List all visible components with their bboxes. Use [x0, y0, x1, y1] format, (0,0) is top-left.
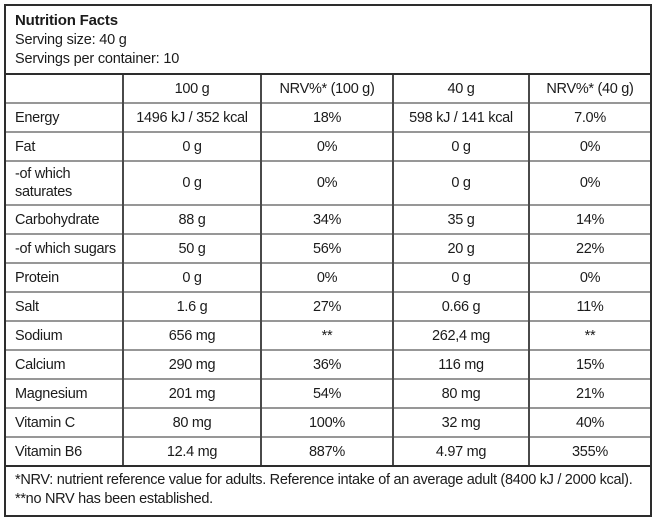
- table-row: Salt 1.6 g 27% 0.66 g 11%: [6, 291, 650, 321]
- nrv-40g: 355%: [528, 436, 650, 465]
- value-40g: 0.66 g: [392, 291, 529, 321]
- table-row: Sodium 656 mg ** 262,4 mg **: [6, 320, 650, 350]
- nrv-40g: 14%: [528, 204, 650, 234]
- value-40g: 20 g: [392, 233, 529, 263]
- nrv-100g: 0%: [260, 160, 393, 205]
- nrv-40g: 40%: [528, 407, 650, 437]
- nrv-100g: 56%: [260, 233, 393, 263]
- nutrient-name: Energy: [6, 102, 123, 132]
- table-row: Fat 0 g 0% 0 g 0%: [6, 131, 650, 161]
- nutrient-name: Vitamin B6: [6, 436, 123, 465]
- nutrient-name: Sodium: [6, 320, 123, 350]
- nutrient-name: Vitamin C: [6, 407, 123, 437]
- table-row: Vitamin B6 12.4 mg 887% 4.97 mg 355%: [6, 436, 650, 465]
- value-100g: 290 mg: [122, 349, 261, 379]
- table-row: Protein 0 g 0% 0 g 0%: [6, 262, 650, 292]
- nutrient-name: -of which saturates: [6, 160, 123, 205]
- value-100g: 0 g: [122, 262, 261, 292]
- column-header-row: 100 g NRV%* (100 g) 40 g NRV%* (40 g): [6, 75, 650, 103]
- value-40g: 262,4 mg: [392, 320, 529, 350]
- nutrient-name: Fat: [6, 131, 123, 161]
- nrv-100g: 36%: [260, 349, 393, 379]
- value-40g: 35 g: [392, 204, 529, 234]
- nrv-100g: 100%: [260, 407, 393, 437]
- value-40g: 0 g: [392, 262, 529, 292]
- value-40g: 4.97 mg: [392, 436, 529, 465]
- nrv-40g: **: [528, 320, 650, 350]
- nrv-100g: 27%: [260, 291, 393, 321]
- nrv-40g: 0%: [528, 131, 650, 161]
- nrv-100g: 0%: [260, 131, 393, 161]
- nrv-40g: 15%: [528, 349, 650, 379]
- value-100g: 1.6 g: [122, 291, 261, 321]
- value-40g: 32 mg: [392, 407, 529, 437]
- nutrient-name: Salt: [6, 291, 123, 321]
- nrv-40g: 0%: [528, 262, 650, 292]
- col-header-nrv-100g: NRV%* (100 g): [260, 75, 393, 103]
- value-40g: 0 g: [392, 160, 529, 205]
- nrv-100g: **: [260, 320, 393, 350]
- nutrition-table: 100 g NRV%* (100 g) 40 g NRV%* (40 g) En…: [6, 75, 650, 465]
- label-header: Nutrition Facts Serving size: 40 g Servi…: [6, 6, 650, 75]
- nutrient-name: Magnesium: [6, 378, 123, 408]
- value-40g: 0 g: [392, 131, 529, 161]
- nrv-40g: 0%: [528, 160, 650, 205]
- value-100g: 201 mg: [122, 378, 261, 408]
- servings-per-container-text: Servings per container: 10: [15, 51, 180, 67]
- table-row: Carbohydrate 88 g 34% 35 g 14%: [6, 204, 650, 234]
- col-header-nrv-40g: NRV%* (40 g): [528, 75, 650, 103]
- serving-size-text: Serving size: 40 g: [15, 32, 127, 48]
- nrv-100g: 34%: [260, 204, 393, 234]
- nrv-footnote: *NRV: nutrient reference value for adult…: [6, 465, 650, 515]
- value-100g: 80 mg: [122, 407, 261, 437]
- nrv-40g: 7.0%: [528, 102, 650, 132]
- label-title: Nutrition Facts: [15, 12, 118, 29]
- table-row: Vitamin C 80 mg 100% 32 mg 40%: [6, 407, 650, 437]
- value-40g: 80 mg: [392, 378, 529, 408]
- value-100g: 656 mg: [122, 320, 261, 350]
- value-100g: 88 g: [122, 204, 261, 234]
- table-row: -of which sugars 50 g 56% 20 g 22%: [6, 233, 650, 263]
- value-100g: 0 g: [122, 131, 261, 161]
- value-40g: 116 mg: [392, 349, 529, 379]
- nrv-40g: 11%: [528, 291, 650, 321]
- table-row: -of which saturates 0 g 0% 0 g 0%: [6, 160, 650, 205]
- nrv-100g: 18%: [260, 102, 393, 132]
- table-row: Calcium 290 mg 36% 116 mg 15%: [6, 349, 650, 379]
- nrv-40g: 22%: [528, 233, 650, 263]
- col-header-nutrient: [6, 75, 123, 103]
- value-100g: 1496 kJ / 352 kcal: [122, 102, 261, 132]
- table-row: Magnesium 201 mg 54% 80 mg 21%: [6, 378, 650, 408]
- nutrient-name: Protein: [6, 262, 123, 292]
- value-100g: 12.4 mg: [122, 436, 261, 465]
- table-row: Energy 1496 kJ / 352 kcal 18% 598 kJ / 1…: [6, 102, 650, 132]
- col-header-40g: 40 g: [392, 75, 529, 103]
- nrv-40g: 21%: [528, 378, 650, 408]
- nrv-100g: 0%: [260, 262, 393, 292]
- nutrient-name: Calcium: [6, 349, 123, 379]
- nutrient-name: Carbohydrate: [6, 204, 123, 234]
- value-40g: 598 kJ / 141 kcal: [392, 102, 529, 132]
- nrv-100g: 54%: [260, 378, 393, 408]
- nrv-100g: 887%: [260, 436, 393, 465]
- value-100g: 0 g: [122, 160, 261, 205]
- nutrient-name: -of which sugars: [6, 233, 123, 263]
- col-header-100g: 100 g: [122, 75, 261, 103]
- value-100g: 50 g: [122, 233, 261, 263]
- nutrition-label: Nutrition Facts Serving size: 40 g Servi…: [4, 4, 652, 517]
